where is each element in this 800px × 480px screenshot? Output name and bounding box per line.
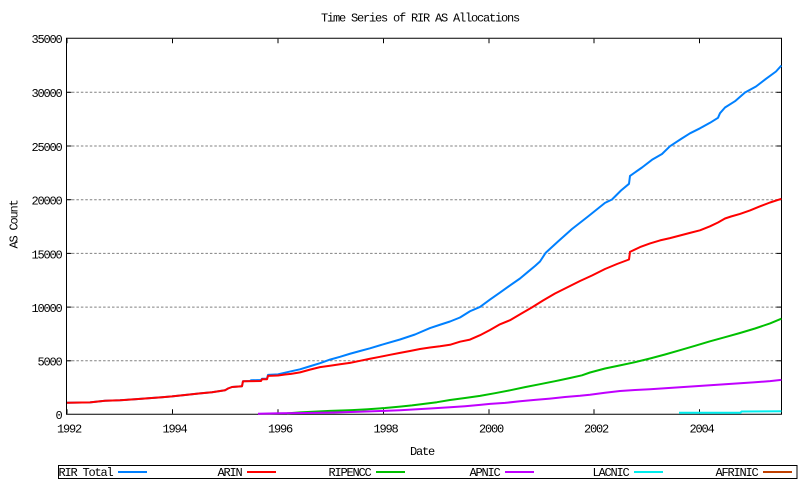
svg-text:1992: 1992 <box>57 423 82 437</box>
svg-text:2000: 2000 <box>479 423 504 437</box>
svg-text:1998: 1998 <box>373 423 398 437</box>
svg-text:20000: 20000 <box>31 195 62 209</box>
svg-text:30000: 30000 <box>31 87 62 101</box>
svg-text:5000: 5000 <box>37 356 62 370</box>
svg-text:0: 0 <box>55 409 62 423</box>
svg-text:AFRINIC: AFRINIC <box>715 466 758 480</box>
svg-text:10000: 10000 <box>31 302 62 316</box>
svg-text:RIPENCC: RIPENCC <box>328 466 371 480</box>
svg-text:15000: 15000 <box>31 248 62 262</box>
svg-text:LACNIC: LACNIC <box>592 466 629 480</box>
svg-text:1994: 1994 <box>162 423 187 437</box>
svg-text:Date: Date <box>410 445 435 459</box>
svg-text:APNIC: APNIC <box>469 466 500 480</box>
svg-text:RIR Total: RIR Total <box>58 466 113 480</box>
svg-text:2002: 2002 <box>584 423 609 437</box>
svg-text:Time Series of RIR AS Allocati: Time Series of RIR AS Allocations <box>321 12 520 26</box>
svg-text:ARIN: ARIN <box>217 466 242 480</box>
svg-text:1996: 1996 <box>268 423 293 437</box>
svg-text:35000: 35000 <box>31 33 62 47</box>
svg-text:2004: 2004 <box>689 423 714 437</box>
svg-text:25000: 25000 <box>31 141 62 155</box>
svg-text:AS Count: AS Count <box>8 200 22 248</box>
